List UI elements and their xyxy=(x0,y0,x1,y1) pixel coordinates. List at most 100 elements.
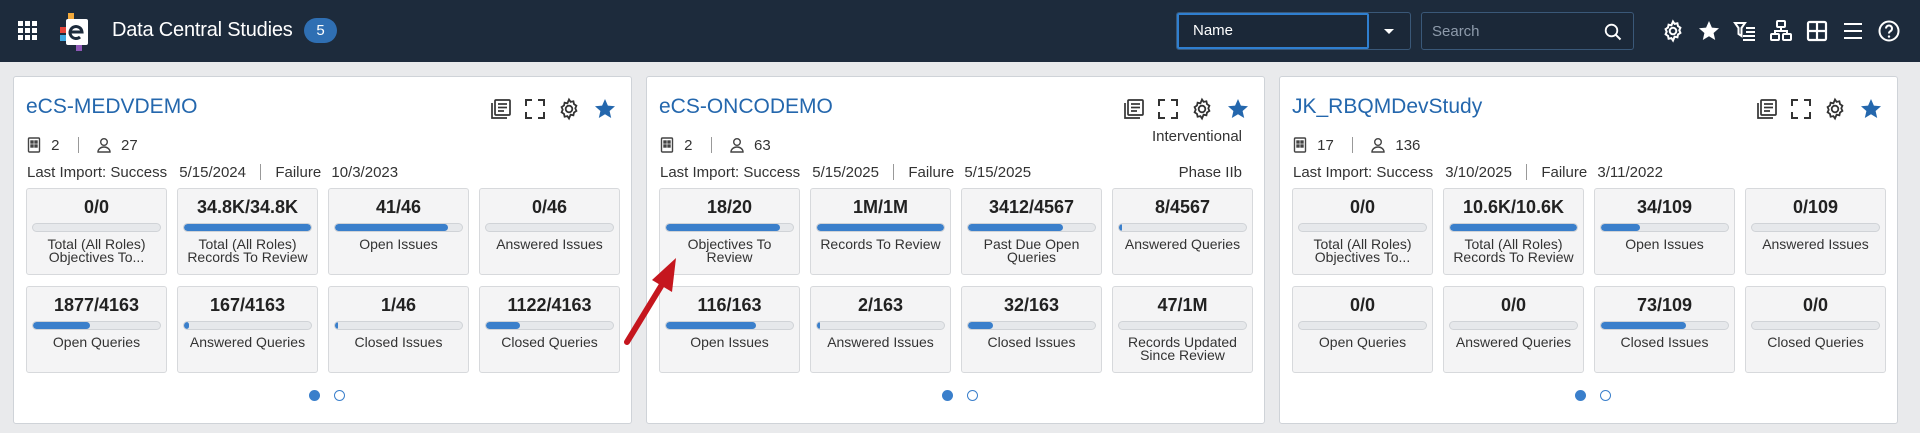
favorite-star-icon[interactable] xyxy=(1859,97,1883,121)
import-status: Last Import: Success 5/15/2024 Failure 1… xyxy=(27,164,398,181)
metric-label: Past Due Open Queries xyxy=(983,236,1080,265)
study-card[interactable]: JK_RBQMDevStudy 17 136 Last Import: Succ… xyxy=(1279,76,1898,424)
metric-tile[interactable]: 2/163 Answered Issues xyxy=(810,286,951,373)
metric-tile[interactable]: 41/46 Open Issues xyxy=(328,188,469,275)
page-dot[interactable] xyxy=(1575,390,1586,401)
study-stats: 17 136 xyxy=(1293,137,1420,154)
failure-date: 10/3/2023 xyxy=(331,164,399,181)
report-icon[interactable] xyxy=(1755,97,1779,121)
list-view-icon[interactable] xyxy=(1841,19,1865,43)
divider xyxy=(260,164,262,180)
page-dot[interactable] xyxy=(309,390,320,401)
metric-progress-bar xyxy=(1118,223,1247,232)
metric-value: 167/4163 xyxy=(209,295,286,315)
favorites-icon[interactable] xyxy=(1697,19,1721,43)
card-toolbar xyxy=(1755,97,1883,123)
metric-tile[interactable]: 10.6K/10.6K Total (All Roles) Records To… xyxy=(1443,188,1584,275)
metric-tile[interactable]: 116/163 Open Issues xyxy=(659,286,800,373)
search-icon[interactable] xyxy=(1604,23,1622,41)
report-icon[interactable] xyxy=(489,97,513,121)
metric-value: 8/4567 xyxy=(1154,197,1211,217)
metric-progress-fill xyxy=(184,322,190,329)
metric-label: Total (All Roles) Objectives To... xyxy=(47,236,146,265)
metric-label: Closed Issues xyxy=(354,334,443,350)
metric-tile[interactable]: 0/0 Answered Queries xyxy=(1443,286,1584,373)
study-type-tag: Interventional xyxy=(1151,128,1242,145)
metric-value: 18/20 xyxy=(706,197,753,217)
metric-tile[interactable]: 73/109 Closed Issues xyxy=(1594,286,1735,373)
metric-tile[interactable]: 0/46 Answered Issues xyxy=(479,188,620,275)
metric-tile[interactable]: 34/109 Open Issues xyxy=(1594,188,1735,275)
page-dot[interactable] xyxy=(1600,390,1611,401)
settings-icon[interactable] xyxy=(1661,19,1685,43)
metric-tile[interactable]: 0/0 Closed Queries xyxy=(1745,286,1886,373)
last-import-label: Last Import: xyxy=(1293,164,1373,181)
hierarchy-icon[interactable] xyxy=(1769,19,1793,43)
page-dot[interactable] xyxy=(942,390,953,401)
page-dot[interactable] xyxy=(967,390,978,401)
success-label: Success xyxy=(1376,164,1434,181)
metric-progress-fill xyxy=(184,224,311,231)
metric-tile[interactable]: 18/20 Objectives To Review xyxy=(659,188,800,275)
metric-tile[interactable]: 32/163 Closed Issues xyxy=(961,286,1102,373)
gear-icon[interactable] xyxy=(1190,97,1214,121)
study-title[interactable]: JK_RBQMDevStudy xyxy=(1292,95,1483,118)
metric-tile[interactable]: 34.8K/34.8K Total (All Roles) Records To… xyxy=(177,188,318,275)
metric-progress-bar xyxy=(183,321,312,330)
site-count: 17 xyxy=(1317,137,1334,154)
favorite-star-icon[interactable] xyxy=(1226,97,1250,121)
success-date: 5/15/2025 xyxy=(812,164,879,181)
search-box[interactable] xyxy=(1421,12,1634,50)
tile-view-icon[interactable] xyxy=(1805,19,1829,43)
top-bar: Data Central Studies 5 Name xyxy=(0,0,1920,62)
expand-icon[interactable] xyxy=(523,97,547,121)
metric-label: Open Issues xyxy=(359,236,438,252)
metric-value: 34.8K/34.8K xyxy=(196,197,299,217)
study-title[interactable]: eCS-MEDVDEMO xyxy=(26,95,198,118)
gear-icon[interactable] xyxy=(557,97,581,121)
metric-progress-bar xyxy=(1298,223,1427,232)
chevron-down-icon[interactable] xyxy=(1382,26,1396,36)
metric-tile[interactable]: 0/109 Answered Issues xyxy=(1745,188,1886,275)
ecs-logo-icon[interactable] xyxy=(60,13,90,51)
filter-list-icon[interactable] xyxy=(1733,19,1757,43)
study-card[interactable]: eCS-MEDVDEMO 2 27 Last Import: Success 5… xyxy=(13,76,632,424)
study-stats: 2 27 xyxy=(27,137,138,154)
metric-tile[interactable]: 0/0 Total (All Roles) Objectives To... xyxy=(1292,188,1433,275)
app-launcher-icon[interactable] xyxy=(18,21,37,40)
metric-value: 32/163 xyxy=(1003,295,1060,315)
metric-tile[interactable]: 3412/4567 Past Due Open Queries xyxy=(961,188,1102,275)
gear-icon[interactable] xyxy=(1823,97,1847,121)
metric-label: Total (All Roles) Records To Review xyxy=(187,236,308,265)
metric-tile[interactable]: 0/0 Open Queries xyxy=(1292,286,1433,373)
expand-icon[interactable] xyxy=(1789,97,1813,121)
search-input[interactable] xyxy=(1432,17,1592,45)
metric-value: 2/163 xyxy=(857,295,904,315)
metric-tile[interactable]: 1122/4163 Closed Queries xyxy=(479,286,620,373)
metric-progress-bar xyxy=(1600,321,1729,330)
metric-tile[interactable]: 47/1M Records Updated Since Review xyxy=(1112,286,1253,373)
help-icon[interactable] xyxy=(1877,19,1901,43)
study-card[interactable]: eCS-ONCODEMO 2 63 Last Import: Success 5… xyxy=(646,76,1265,424)
study-title[interactable]: eCS-ONCODEMO xyxy=(659,95,833,118)
metric-value: 41/46 xyxy=(375,197,422,217)
metric-tile[interactable]: 1/46 Closed Issues xyxy=(328,286,469,373)
metric-label: Open Issues xyxy=(690,334,769,350)
metric-tile[interactable]: 0/0 Total (All Roles) Objectives To... xyxy=(26,188,167,275)
metric-tile[interactable]: 167/4163 Answered Queries xyxy=(177,286,318,373)
report-icon[interactable] xyxy=(1122,97,1146,121)
sort-select[interactable]: Name xyxy=(1176,12,1411,50)
success-label: Success xyxy=(110,164,168,181)
metric-progress-fill xyxy=(1450,224,1577,231)
divider xyxy=(77,137,79,153)
favorite-star-icon[interactable] xyxy=(593,97,617,121)
metric-progress-fill xyxy=(968,322,994,329)
sort-value[interactable]: Name xyxy=(1177,13,1369,49)
metric-tile[interactable]: 1M/1M Records To Review xyxy=(810,188,951,275)
expand-icon[interactable] xyxy=(1156,97,1180,121)
page-dot[interactable] xyxy=(334,390,345,401)
metric-progress-bar xyxy=(1298,321,1427,330)
metric-tile[interactable]: 1877/4163 Open Queries xyxy=(26,286,167,373)
metric-progress-fill xyxy=(666,224,781,231)
metric-tile[interactable]: 8/4567 Answered Queries xyxy=(1112,188,1253,275)
